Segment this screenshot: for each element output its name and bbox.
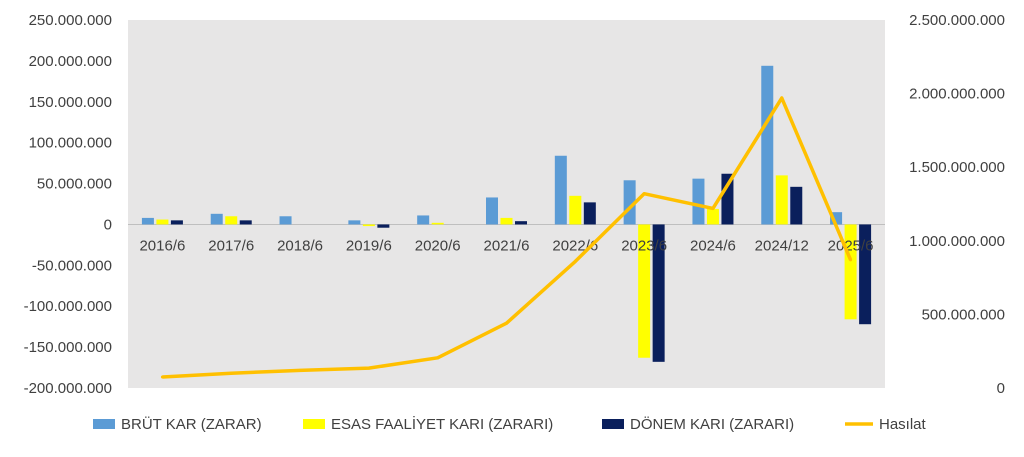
bar-br-t-kar-zarar-2024-12 xyxy=(761,65,774,225)
bar-d-nem-kari-zarari-2022-6 xyxy=(583,202,596,225)
bar-d-nem-kari-zarari-2017-6 xyxy=(239,220,252,225)
line-point-has-lat-2024-6 xyxy=(711,206,715,210)
category-label: 2019/6 xyxy=(346,237,392,254)
right-axis-tick-label: 1.500.000.000 xyxy=(909,159,1005,176)
right-axis-tick-label: 2.000.000.000 xyxy=(909,86,1005,103)
bar-br-t-kar-zarar-2024-6 xyxy=(692,178,705,225)
line-point-has-lat-2017-6 xyxy=(229,371,233,375)
line-point-has-lat-2024-12 xyxy=(780,96,784,100)
bar-esas-faali-yet-kari-zarari-2019-6 xyxy=(362,224,375,227)
left-axis-ticks: 250.000.000 200.000.000 150.000.000 100.000… xyxy=(24,12,112,397)
bar-esas-faali-yet-kari-zarari-2022-6 xyxy=(569,195,582,225)
bar-br-t-kar-zarar-2023-6 xyxy=(623,180,636,225)
right-axis-tick-label: 0 xyxy=(997,380,1005,397)
bar-d-nem-kari-zarari-2023-6 xyxy=(652,224,665,362)
legend-label: DÖNEM KARI (ZARARI) xyxy=(630,415,794,433)
category-label: 2020/6 xyxy=(415,237,461,254)
bar-esas-faali-yet-kari-zarari-2021-6 xyxy=(500,217,513,225)
left-axis-tick-label: 250.000.000 xyxy=(29,12,112,29)
category-label: 2018/6 xyxy=(277,237,323,254)
bar-esas-faali-yet-kari-zarari-2020-6 xyxy=(431,222,444,225)
bar-d-nem-kari-zarari-2025-6 xyxy=(859,224,872,325)
right-axis-tick-label: 1.000.000.000 xyxy=(909,233,1005,250)
category-label: 2016/6 xyxy=(139,237,185,254)
bar-br-t-kar-zarar-2016-6 xyxy=(141,217,154,225)
line-point-has-lat-2023-6 xyxy=(642,192,646,196)
line-point-has-lat-2021-6 xyxy=(505,321,508,325)
left-axis-tick-label: 200.000.000 xyxy=(29,53,112,70)
bar-d-nem-kari-zarari-2024-12 xyxy=(790,186,803,225)
bar-d-nem-kari-zarari-2016-6 xyxy=(170,220,183,225)
bar-esas-faali-yet-kari-zarari-2016-6 xyxy=(156,219,169,225)
line-point-has-lat-2019-6 xyxy=(367,366,371,370)
category-label: 2024/6 xyxy=(690,237,736,254)
legend-label: ESAS FAALİYET KARI (ZARARI) xyxy=(331,415,553,433)
left-axis-tick-label: 50.000.000 xyxy=(37,176,112,193)
category-labels: 2016/6 2017/6 2018/6 2019/6 2020/6 2021/6 2022… xyxy=(139,237,873,254)
bar-series-group xyxy=(141,65,872,362)
legend-swatch-esas-faali-yet-kari-zarari xyxy=(303,419,325,429)
legend-swatch-d-nem-kari-zarari xyxy=(602,419,624,429)
right-axis-ticks: 2.500.000.000 2.000.000.000 1.500.000.000 1… xyxy=(909,12,1005,397)
left-axis-tick-label: 100.000.000 xyxy=(29,135,112,152)
category-label: 2024/12 xyxy=(755,237,809,254)
bar-br-t-kar-zarar-2021-6 xyxy=(486,197,498,225)
category-label: 2021/6 xyxy=(484,237,530,254)
bar-br-t-kar-zarar-2017-6 xyxy=(210,213,223,225)
left-axis-tick-label: 150.000.000 xyxy=(29,94,112,111)
bar-esas-faali-yet-kari-zarari-2023-6 xyxy=(638,224,651,358)
left-axis-tick-label: -200.000.000 xyxy=(24,380,112,397)
bar-esas-faali-yet-kari-zarari-2024-12 xyxy=(775,175,788,225)
legend-swatch-br-t-kar-zarar xyxy=(93,419,115,429)
category-label: 2023/6 xyxy=(621,237,667,254)
bar-d-nem-kari-zarari-2019-6 xyxy=(377,224,390,228)
right-axis-tick-label: 2.500.000.000 xyxy=(909,12,1005,29)
left-axis-tick-label: -100.000.000 xyxy=(24,298,112,315)
left-axis-tick-label: 0 xyxy=(104,216,112,233)
bar-br-t-kar-zarar-2022-6 xyxy=(554,155,567,225)
legend-label: Hasılat xyxy=(879,416,927,433)
line-point-has-lat-2016-6 xyxy=(160,375,164,379)
bar-br-t-kar-zarar-2019-6 xyxy=(348,220,361,225)
left-axis-tick-label: -150.000.000 xyxy=(24,339,112,356)
bar-br-t-kar-zarar-2018-6 xyxy=(279,216,292,225)
line-point-has-lat-2020-6 xyxy=(436,356,440,360)
bar-d-nem-kari-zarari-2021-6 xyxy=(515,221,527,225)
right-axis-tick-label: 500.000.000 xyxy=(922,306,1005,323)
line-point-has-lat-2025-6 xyxy=(849,258,853,262)
plot-area xyxy=(128,20,885,388)
bar-d-nem-kari-zarari-2024-6 xyxy=(721,173,734,225)
bar-esas-faali-yet-kari-zarari-2017-6 xyxy=(225,216,238,225)
bar-esas-faali-yet-kari-zarari-2025-6 xyxy=(844,224,857,320)
left-axis-tick-label: -50.000.000 xyxy=(32,257,112,274)
legend-label: BRÜT KAR (ZARAR) xyxy=(121,415,262,433)
line-point-has-lat-2018-6 xyxy=(298,368,302,372)
category-label: 2017/6 xyxy=(208,237,254,254)
bar-esas-faali-yet-kari-zarari-2024-6 xyxy=(706,208,719,225)
line-series-group xyxy=(160,96,853,379)
legend: BRÜT KAR (ZARAR) ESAS FAALİYET KARI (ZARA… xyxy=(93,415,927,433)
category-label: 2025/6 xyxy=(828,237,874,254)
bar-br-t-kar-zarar-2020-6 xyxy=(417,215,430,225)
line-point-has-lat-2022-6 xyxy=(573,259,577,263)
